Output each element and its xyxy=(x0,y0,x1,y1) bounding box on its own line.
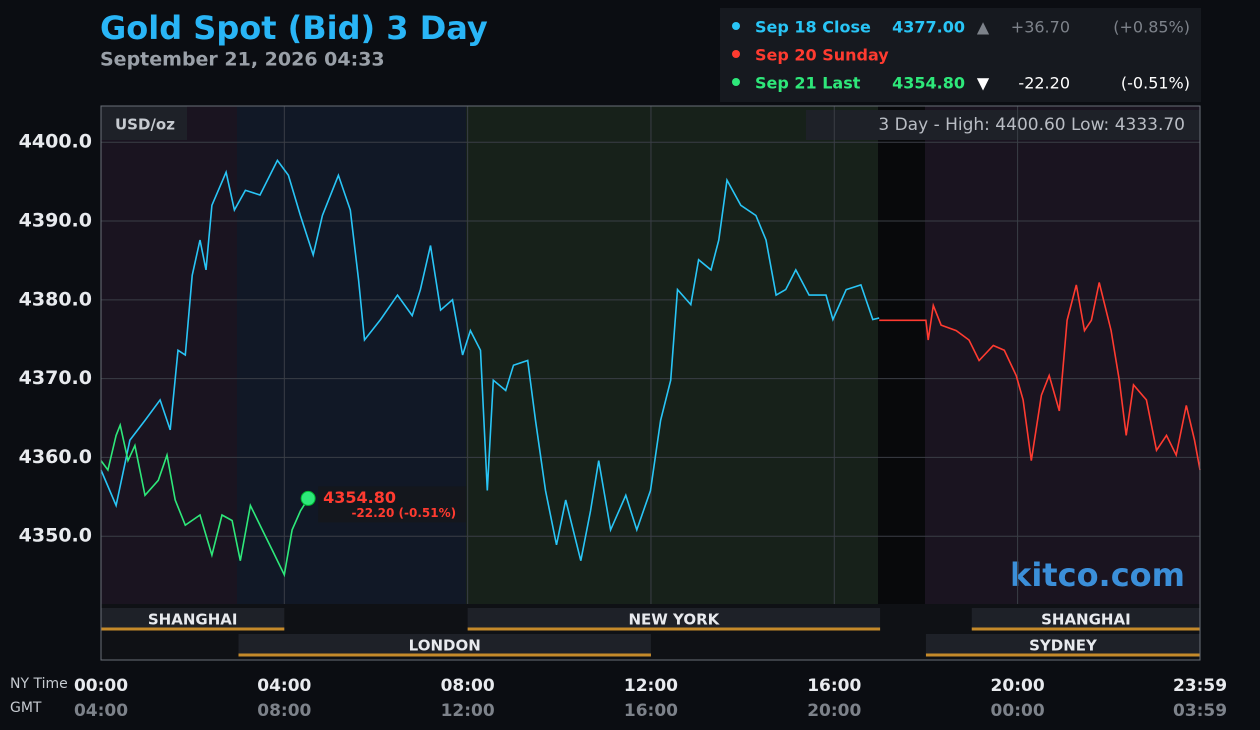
unit-label: USD/oz xyxy=(115,116,175,134)
session-label: SHANGHAI xyxy=(1041,611,1131,629)
legend-dot xyxy=(732,22,740,30)
legend-change: +36.70 xyxy=(1011,18,1070,37)
chart-title: Gold Spot (Bid) 3 Day xyxy=(100,9,488,47)
last-point xyxy=(300,490,316,506)
session-bar xyxy=(467,608,881,630)
chart-subtitle: September 21, 2026 04:33 xyxy=(100,49,385,71)
x-tick-label: 12:00 xyxy=(624,676,678,696)
range-box xyxy=(806,110,1200,140)
legend-dot xyxy=(732,50,740,58)
x-tick-label: 00:00 xyxy=(74,676,128,696)
legend-change: -22.20 xyxy=(1018,74,1070,93)
legend-name: Sep 21 Last xyxy=(755,74,861,93)
legend-name: Sep 20 Sunday xyxy=(755,46,889,65)
session-label: SHANGHAI xyxy=(148,611,238,629)
session-bar xyxy=(971,608,1200,630)
y-tick-label: 4400.0 xyxy=(19,131,92,153)
y-tick-label: 4370.0 xyxy=(19,367,92,389)
x-tick-label: 20:00 xyxy=(991,676,1045,696)
session-bar xyxy=(238,634,651,656)
x2-tick-label: 03:59 xyxy=(1173,701,1227,721)
plot-border xyxy=(100,105,1201,661)
legend-value: 4354.80 xyxy=(892,74,965,93)
x-tick-label: 04:00 xyxy=(257,676,311,696)
x-tick-label: 23:59 xyxy=(1173,676,1227,696)
legend-dot xyxy=(732,78,740,86)
closed-zone xyxy=(878,106,925,660)
x-axis-label: NY Time xyxy=(10,676,68,692)
x2-tick-label: 16:00 xyxy=(624,701,678,721)
price-line xyxy=(879,282,1201,471)
y-tick-label: 4390.0 xyxy=(19,210,92,232)
session-label: SYDNEY xyxy=(1029,637,1098,655)
x-tick-label: 16:00 xyxy=(807,676,861,696)
session-label: NEW YORK xyxy=(628,611,720,629)
price-line xyxy=(100,422,309,578)
x2-axis-label: GMT xyxy=(10,700,42,716)
range-text: 3 Day - High: 4400.60 Low: 4333.70 xyxy=(878,115,1185,135)
x2-tick-label: 00:00 xyxy=(991,701,1045,721)
legend-name: Sep 18 Close xyxy=(755,18,871,37)
legend-pct: (-0.51%) xyxy=(1121,74,1190,93)
x2-tick-label: 04:00 xyxy=(74,701,128,721)
price-line xyxy=(100,158,880,561)
legend-box xyxy=(720,8,1201,102)
session-bar xyxy=(925,634,1200,656)
x2-tick-label: 20:00 xyxy=(807,701,861,721)
last-label: 4354.80 xyxy=(323,488,396,507)
y-tick-label: 4380.0 xyxy=(19,288,92,310)
london-zone xyxy=(237,106,466,604)
legend-pct: (+0.85%) xyxy=(1113,18,1190,37)
last-label-box xyxy=(318,486,467,523)
asia-zone xyxy=(925,106,1200,604)
session-bar xyxy=(101,608,285,630)
x2-tick-label: 12:00 xyxy=(441,701,495,721)
session-label: LONDON xyxy=(409,637,481,655)
unit-box xyxy=(101,106,187,140)
x2-tick-label: 08:00 xyxy=(257,701,311,721)
asia-zone xyxy=(101,106,237,604)
legend-value: 4377.00 xyxy=(892,18,965,37)
x-tick-label: 08:00 xyxy=(441,676,495,696)
legend-arrow: ▲ xyxy=(977,18,990,37)
legend-arrow: ▼ xyxy=(977,74,990,93)
y-tick-label: 4350.0 xyxy=(19,525,92,547)
watermark: kitco.com xyxy=(1010,556,1185,594)
last-change: -22.20 (-0.51%) xyxy=(351,506,456,520)
y-tick-label: 4360.0 xyxy=(19,446,92,468)
